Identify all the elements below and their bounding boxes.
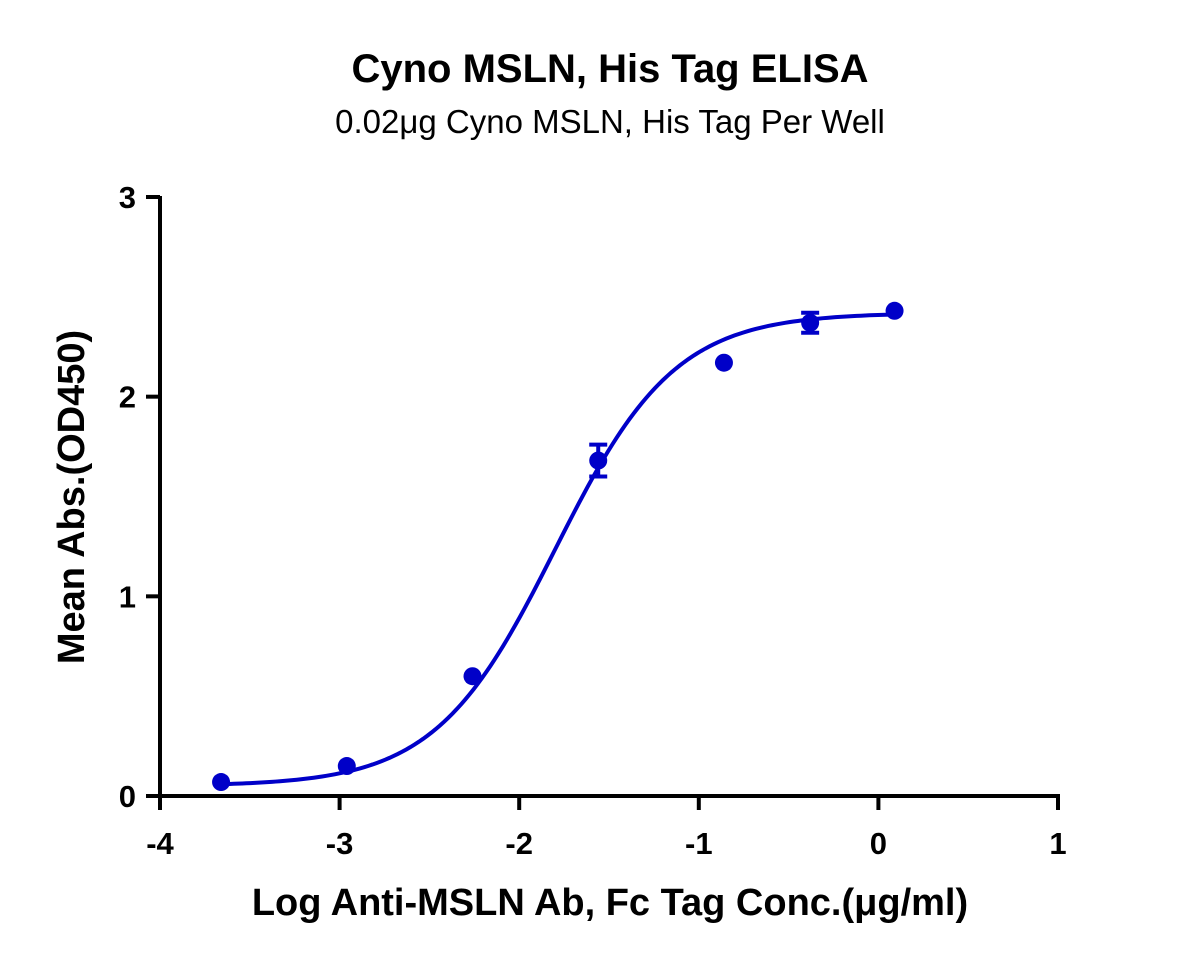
chart-subtitle: 0.02μg Cyno MSLN, His Tag Per Well xyxy=(335,103,885,140)
axes: -4 -3 -2 -1 0 1 0 1 2 3 xyxy=(119,180,1067,861)
data-point xyxy=(337,757,356,776)
fit-curve-layer xyxy=(220,312,895,787)
data-point xyxy=(589,451,608,470)
x-tick-label: -3 xyxy=(326,826,354,861)
y-tick-label: 1 xyxy=(119,579,136,614)
x-tick-label: -2 xyxy=(505,826,533,861)
x-tick-label: 1 xyxy=(1049,826,1066,861)
x-tick-label: -4 xyxy=(146,826,174,861)
fit-curve xyxy=(220,312,895,787)
data-point xyxy=(463,667,482,686)
x-tick-label: 0 xyxy=(870,826,887,861)
y-tick-label: 0 xyxy=(119,779,136,814)
data-point xyxy=(801,313,820,332)
y-tick-label: 3 xyxy=(119,180,136,215)
data-point xyxy=(714,353,733,372)
chart-title: Cyno MSLN, His Tag ELISA xyxy=(351,47,868,91)
x-axis-label: Log Anti-MSLN Ab, Fc Tag Conc.(μg/ml) xyxy=(252,882,968,924)
y-axis-label: Mean Abs.(OD450) xyxy=(51,330,93,664)
data-point xyxy=(212,773,231,792)
data-point xyxy=(885,301,904,320)
data-points-layer xyxy=(212,301,904,792)
x-tick-label: -1 xyxy=(685,826,713,861)
y-tick-label: 2 xyxy=(119,380,136,415)
